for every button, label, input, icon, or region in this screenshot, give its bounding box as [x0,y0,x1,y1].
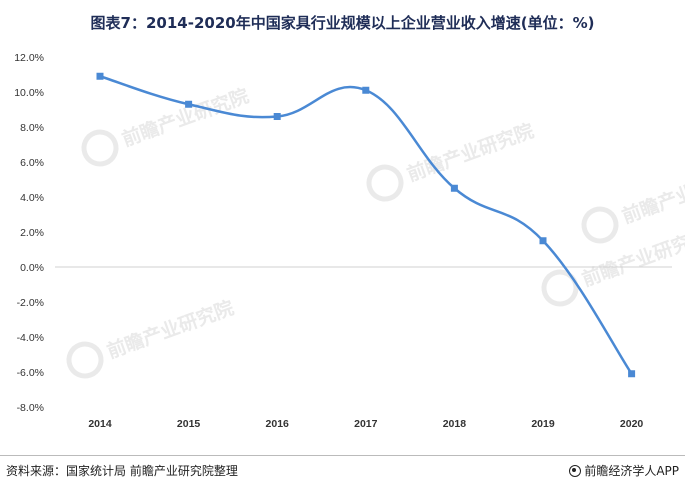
y-tick-label: -2.0% [17,297,44,309]
brand-credit: 前瞻经济学人APP [569,462,679,479]
x-axis-ticks: 2014 2015 2016 2017 2018 2019 2020 [88,418,643,430]
watermark-4: 前瞻产业研究院 [581,161,685,244]
chart-title: 图表7：2014-2020年中国家具行业规模以上企业营业收入增速(单位：%) [90,14,595,32]
x-tick-label: 2016 [266,418,290,430]
y-tick-label: 0.0% [20,262,44,274]
source-note: 资料来源：国家统计局 前瞻产业研究院整理 [6,464,238,478]
x-tick-label: 2018 [443,418,467,430]
watermark-text: 前瞻产业研究院 [619,161,685,228]
data-point-marker [450,184,458,192]
y-tick-label: -8.0% [17,402,44,414]
brand-label: 前瞻经济学人APP [584,464,679,478]
data-point-marker [96,72,104,80]
y-tick-label: 8.0% [20,122,44,134]
target-icon [569,464,582,477]
x-tick-label: 2015 [177,418,201,430]
data-point-marker [185,100,193,108]
y-axis-ticks: 12.0% 10.0% 8.0% 6.0% 4.0% 2.0% 0.0% -2.0% -4.0%… [14,52,44,414]
y-tick-label: 10.0% [14,87,44,99]
x-tick-label: 2019 [531,418,555,430]
watermark-logo-icon [66,341,104,379]
y-tick-label: -4.0% [17,332,44,344]
watermark-text: 前瞻产业研究院 [119,84,252,151]
footer-divider [0,455,685,456]
data-point-marker [362,86,370,94]
watermark-logo-icon [81,129,119,167]
watermark-3: 前瞻产业研究院 [66,296,237,379]
y-tick-label: 2.0% [20,227,44,239]
x-tick-label: 2020 [620,418,644,430]
watermark-logo-icon [366,164,404,202]
x-tick-label: 2017 [354,418,378,430]
y-tick-label: 12.0% [14,52,44,64]
watermark-text: 前瞻产业研究院 [104,296,237,363]
y-tick-label: 6.0% [20,157,44,169]
y-tick-label: 4.0% [20,192,44,204]
watermark-logo-icon [541,269,579,307]
y-tick-label: -6.0% [17,367,44,379]
data-point-marker [539,237,547,245]
watermark-logo-icon [581,206,619,244]
series-markers [96,72,636,378]
watermark-text: 前瞻产业研究院 [579,224,685,291]
data-point-marker [628,370,636,378]
watermark-0: 前瞻产业研究院 [81,84,252,167]
data-point-marker [273,113,281,120]
x-tick-label: 2014 [88,418,112,430]
